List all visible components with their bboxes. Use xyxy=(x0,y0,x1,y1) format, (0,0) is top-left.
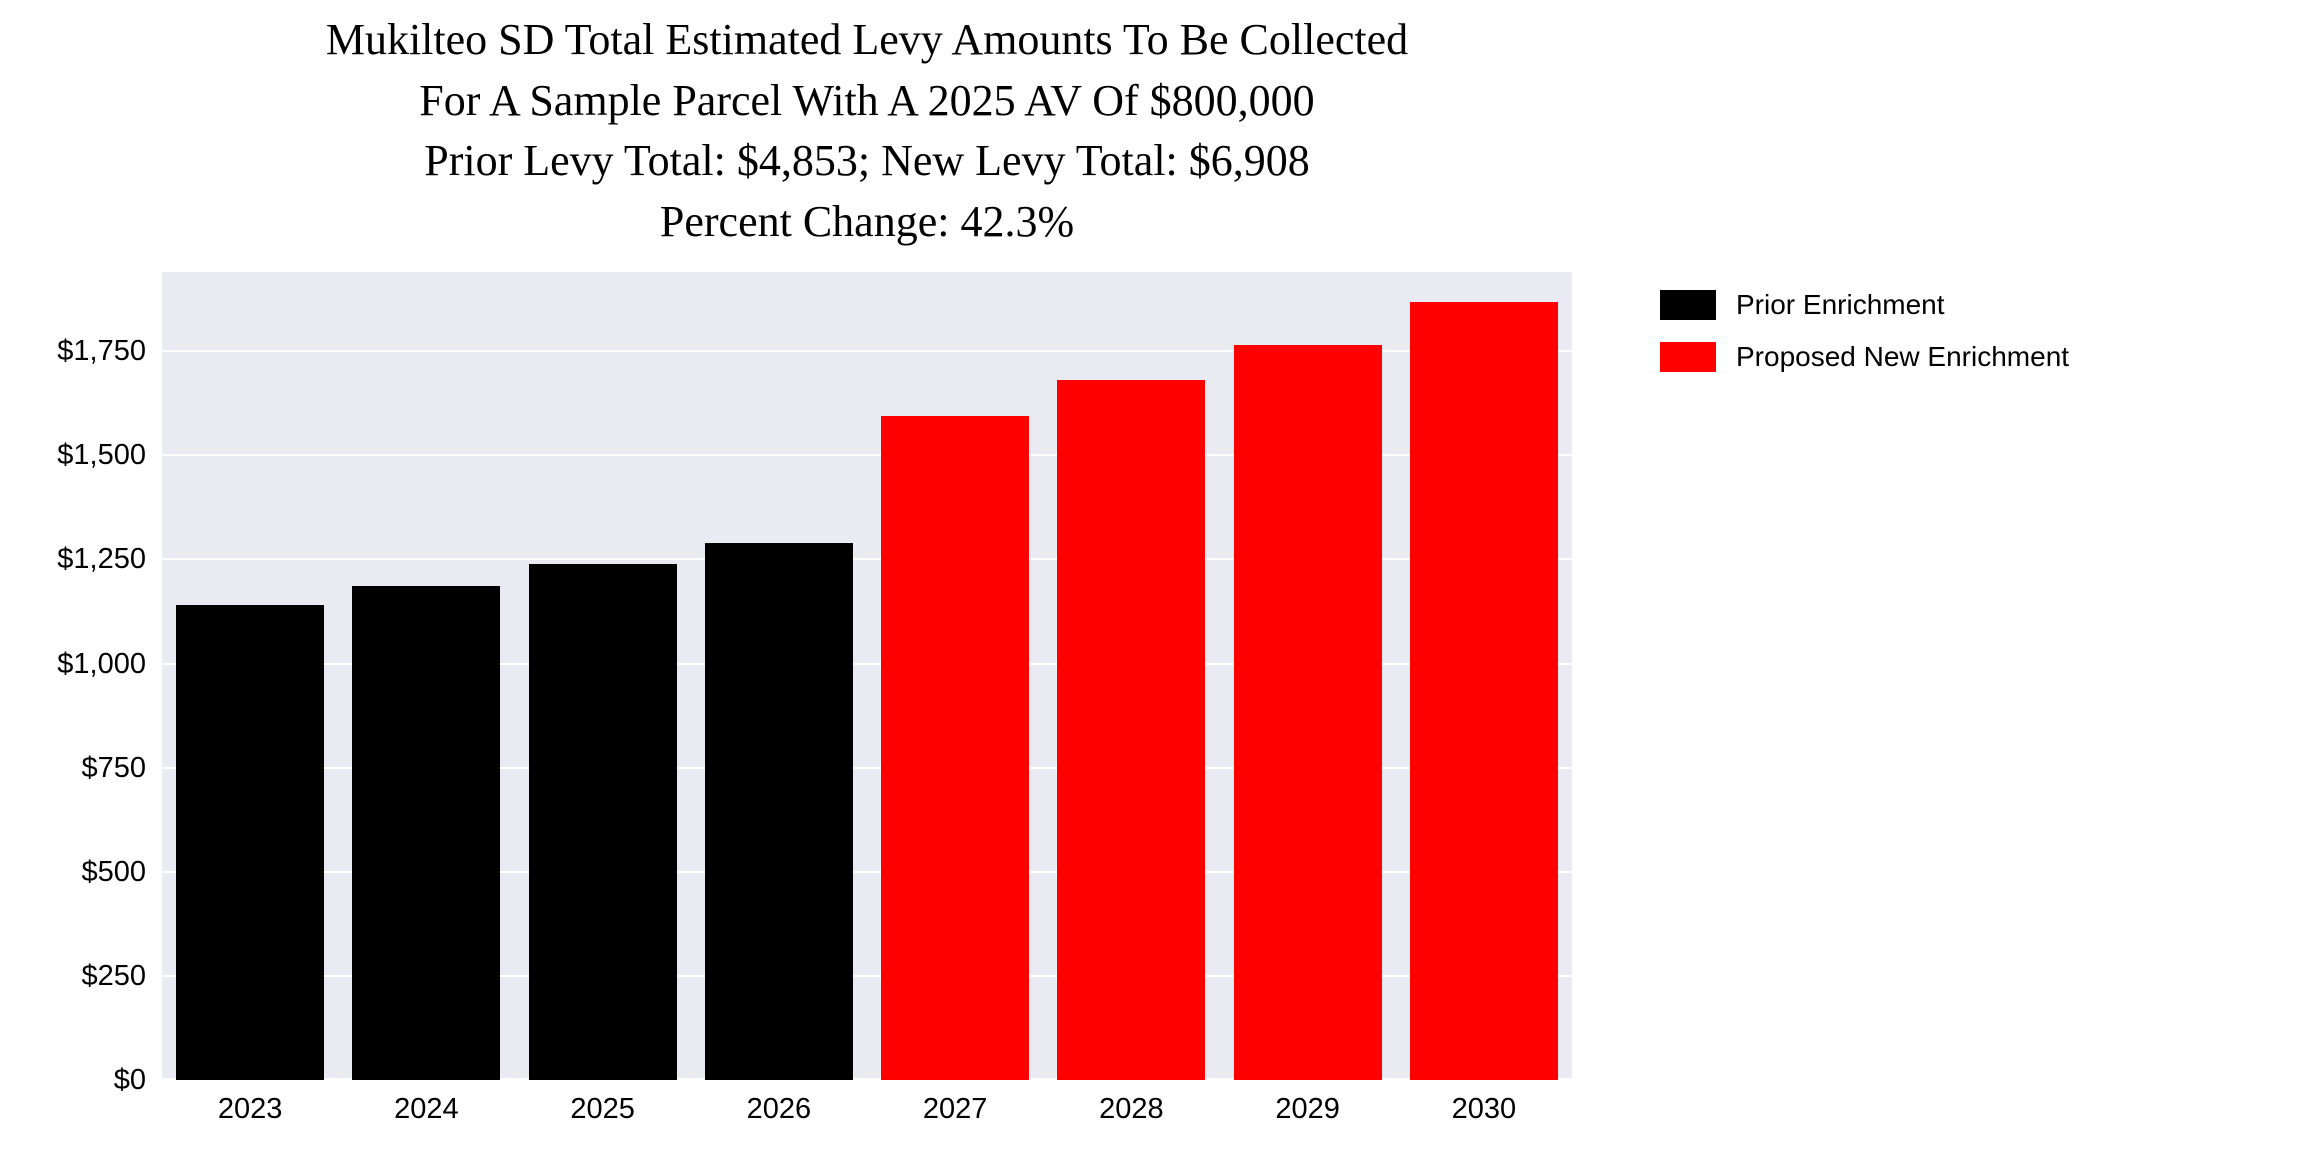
gridline-1000 xyxy=(162,662,1572,665)
bar-2024 xyxy=(352,586,501,1080)
chart-title-line-4: Percent Change: 42.3% xyxy=(659,197,1075,247)
legend-swatch-prior-enrichment xyxy=(1660,290,1716,320)
x-tick-label-2027: 2027 xyxy=(922,1093,988,1125)
gridline-0 xyxy=(162,1078,1572,1080)
bar-2023 xyxy=(176,605,325,1080)
y-tick-label-750: $750 xyxy=(81,751,146,784)
legend-item-proposed-new-enrichment: Proposed New Enrichment xyxy=(1660,338,2069,376)
x-tick-label-2023: 2023 xyxy=(217,1093,283,1125)
y-tick-label-1250: $1,250 xyxy=(57,543,146,576)
chart-title-line-3: Prior Levy Total: $4,853; New Levy Total… xyxy=(424,136,1310,186)
x-tick-label-2025: 2025 xyxy=(570,1093,635,1125)
bar-2029 xyxy=(1233,344,1382,1080)
bar-2025 xyxy=(528,564,677,1080)
gridline-1500 xyxy=(162,454,1572,457)
y-tick-label-1000: $1,000 xyxy=(57,647,146,680)
y-tick-label-500: $500 xyxy=(81,855,146,888)
legend-swatch-proposed-new-enrichment xyxy=(1660,342,1716,372)
gridline-1750 xyxy=(162,350,1572,353)
y-tick-label-1500: $1,500 xyxy=(57,439,146,472)
gridline-250 xyxy=(162,974,1572,977)
legend: Prior Enrichment Proposed New Enrichment xyxy=(1660,286,2069,376)
x-tick-label-2026: 2026 xyxy=(746,1093,812,1125)
y-tick-label-1750: $1,750 xyxy=(57,335,146,368)
bar-2030 xyxy=(1409,302,1558,1080)
legend-label-proposed-new-enrichment: Proposed New Enrichment xyxy=(1736,341,2070,372)
chart-title-line-2: For A Sample Parcel With A 2025 AV Of $8… xyxy=(419,75,1315,125)
x-tick-label-2024: 2024 xyxy=(394,1093,459,1125)
x-tick-label-2028: 2028 xyxy=(1099,1093,1164,1125)
chart-title: Mukilteo SD Total Estimated Levy Amounts… xyxy=(0,10,1734,253)
chart-title-line-1: Mukilteo SD Total Estimated Levy Amounts… xyxy=(325,15,1409,64)
legend-item-prior-enrichment: Prior Enrichment xyxy=(1660,286,2069,324)
bar-2027 xyxy=(881,415,1030,1080)
gridline-750 xyxy=(162,766,1572,769)
gridline-1250 xyxy=(162,558,1572,561)
y-tick-label-0: $0 xyxy=(113,1064,146,1096)
x-tick-label-2030: 2030 xyxy=(1451,1093,1517,1125)
bar-2026 xyxy=(704,542,853,1080)
x-tick-label-2029: 2029 xyxy=(1275,1093,1340,1125)
plot-area xyxy=(162,272,1572,1080)
bar-2028 xyxy=(1057,380,1206,1080)
gridline-500 xyxy=(162,870,1572,873)
y-tick-label-250: $250 xyxy=(81,959,146,992)
legend-label-prior-enrichment: Prior Enrichment xyxy=(1736,289,1945,320)
